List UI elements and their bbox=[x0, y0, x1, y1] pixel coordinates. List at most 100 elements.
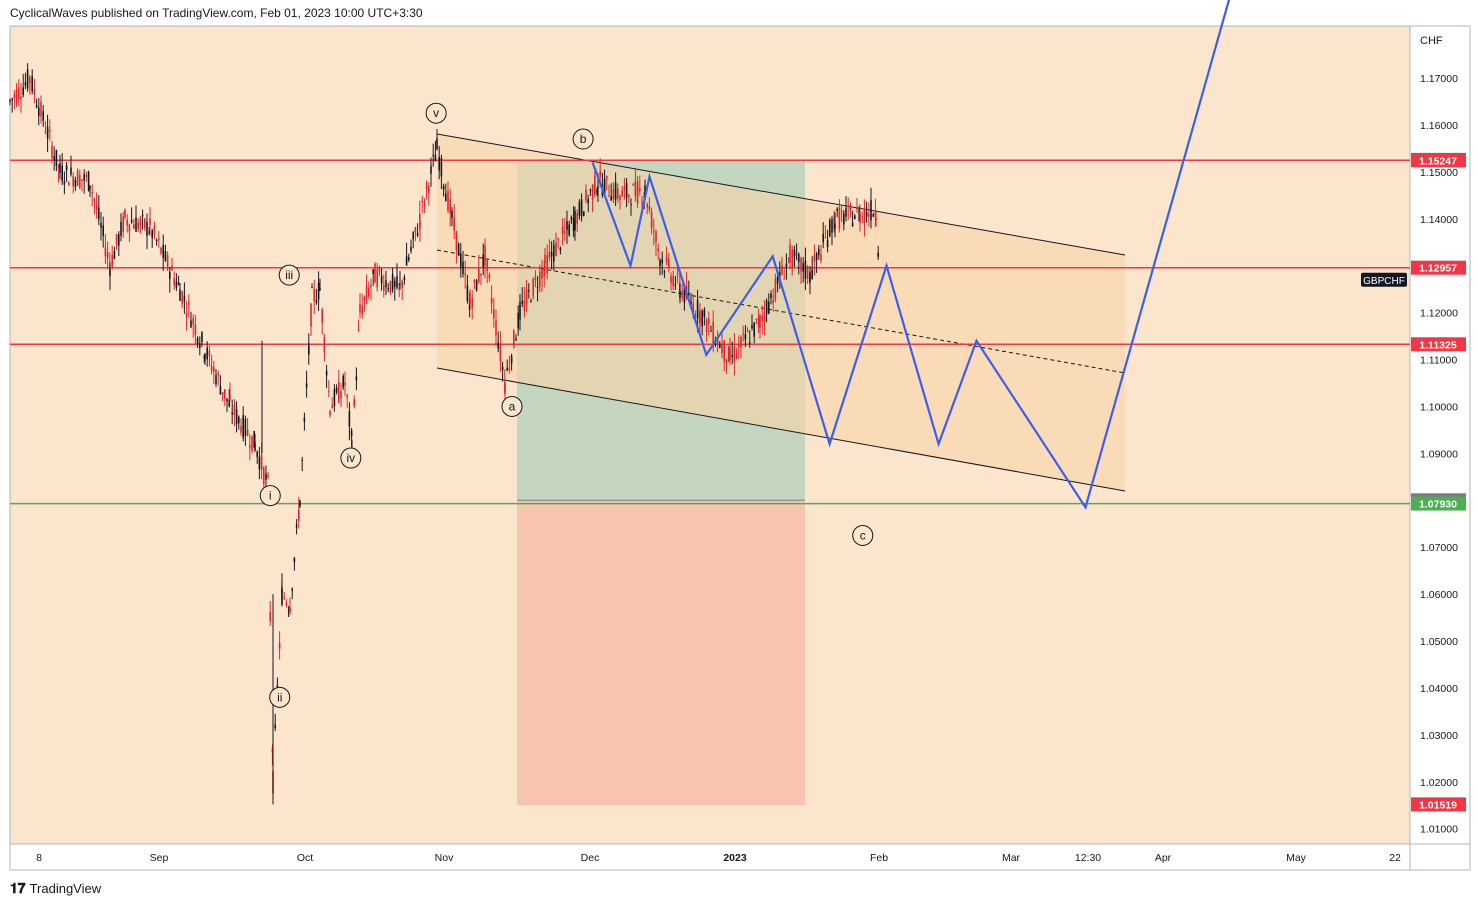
candle-body-9 bbox=[29, 77, 31, 83]
candle-body-277 bbox=[583, 211, 585, 216]
price-badge-bg-2 bbox=[1411, 260, 1466, 275]
candle-body-403 bbox=[847, 205, 849, 208]
candle-body-191 bbox=[403, 277, 406, 281]
candle-body-66 bbox=[148, 231, 150, 234]
candle-body-106 bbox=[231, 412, 233, 415]
candle-body-223 bbox=[469, 294, 471, 305]
candle-body-252 bbox=[530, 301, 532, 303]
candle-body-238 bbox=[501, 366, 504, 371]
candle-body-211 bbox=[445, 193, 447, 202]
candle-body-334 bbox=[701, 310, 703, 327]
candle-body-255 bbox=[536, 287, 539, 289]
candle-body-257 bbox=[541, 269, 543, 279]
candle-body-173 bbox=[365, 286, 368, 299]
candle-body-184 bbox=[389, 280, 392, 293]
footer-brand[interactable]: 𝟏𝟕 TradingView bbox=[10, 880, 101, 897]
candle-body-345 bbox=[725, 359, 728, 364]
y-tick-label-8: 1.09000 bbox=[1420, 448, 1458, 460]
candle-body-45 bbox=[104, 247, 107, 257]
candle-body-378 bbox=[795, 253, 798, 255]
candle-body-159 bbox=[338, 381, 340, 403]
candle-body-372 bbox=[783, 278, 785, 280]
candle-body-142 bbox=[303, 417, 306, 422]
candle-body-410 bbox=[861, 215, 863, 217]
candle-body-15 bbox=[40, 101, 42, 117]
candle-body-283 bbox=[596, 189, 598, 194]
candle-body-29 bbox=[70, 167, 72, 175]
candle-body-31 bbox=[74, 180, 77, 187]
candle-body-38 bbox=[89, 185, 91, 189]
candle-body-390 bbox=[820, 254, 822, 261]
price-badge-bg-6 bbox=[1411, 797, 1466, 812]
x-tick-label-5: 2023 bbox=[723, 852, 747, 864]
candle-body-74 bbox=[164, 250, 167, 261]
candle-body-230 bbox=[484, 245, 486, 266]
y-tick-label-14: 1.03000 bbox=[1420, 730, 1458, 742]
candle-body-244 bbox=[513, 330, 515, 347]
candle-body-308 bbox=[648, 206, 651, 210]
candle-body-343 bbox=[721, 343, 723, 354]
candle-body-160 bbox=[340, 391, 342, 399]
candle-body-41 bbox=[95, 205, 98, 210]
y-tick-label-7: 1.10000 bbox=[1420, 401, 1458, 413]
candle-body-100 bbox=[219, 385, 222, 395]
x-tick-label-4: Dec bbox=[581, 852, 600, 864]
candle-body-167 bbox=[353, 399, 355, 407]
candle-body-365 bbox=[768, 301, 770, 314]
candle-body-321 bbox=[676, 273, 679, 275]
candle-body-317 bbox=[668, 259, 670, 268]
candle-body-340 bbox=[714, 343, 717, 346]
candle-body-398 bbox=[836, 208, 838, 211]
wave-label-circle-3 bbox=[340, 447, 362, 469]
candle-body-88 bbox=[194, 324, 197, 336]
candle-body-271 bbox=[570, 216, 573, 220]
candle-body-357 bbox=[751, 325, 753, 329]
candle-body-172 bbox=[363, 296, 366, 301]
candle-body-40 bbox=[93, 199, 96, 202]
candle-body-50 bbox=[113, 251, 116, 259]
candle-body-33 bbox=[79, 175, 81, 188]
candle-body-202 bbox=[425, 182, 428, 189]
candle-body-400 bbox=[840, 211, 843, 213]
candle-body-155 bbox=[329, 411, 331, 416]
candle-body-146 bbox=[311, 287, 313, 289]
candle-body-264 bbox=[555, 242, 557, 257]
candle-body-415 bbox=[872, 214, 874, 217]
candle-body-350 bbox=[735, 353, 738, 359]
candle-body-258 bbox=[543, 267, 545, 277]
candle-body-356 bbox=[749, 342, 751, 344]
candle-body-129 bbox=[278, 642, 281, 649]
candle-body-19 bbox=[49, 129, 51, 132]
candle-body-309 bbox=[650, 212, 653, 229]
candle-body-26 bbox=[63, 181, 66, 185]
candle-body-187 bbox=[396, 276, 398, 288]
currency-label: CHF bbox=[1420, 35, 1443, 47]
candle-body-82 bbox=[181, 291, 183, 304]
wave-label-circle-0 bbox=[259, 485, 281, 507]
candle-body-253 bbox=[532, 278, 534, 297]
candle-body-16 bbox=[42, 111, 44, 121]
candle-body-194 bbox=[410, 246, 412, 251]
candle-body-115 bbox=[251, 435, 253, 452]
candle-body-168 bbox=[355, 376, 358, 381]
candle-body-256 bbox=[539, 271, 541, 288]
candle-body-233 bbox=[490, 297, 493, 304]
candle-body-185 bbox=[391, 274, 394, 291]
candle-body-157 bbox=[333, 389, 336, 406]
candle-body-14 bbox=[38, 107, 40, 117]
candle-body-72 bbox=[160, 247, 162, 254]
x-tick-label-2: Oct bbox=[297, 852, 313, 864]
candle-body-96 bbox=[210, 365, 213, 371]
candle-body-57 bbox=[128, 224, 131, 232]
candle-body-228 bbox=[480, 273, 482, 276]
wave-label-5: a bbox=[509, 399, 516, 413]
candle-body-25 bbox=[61, 165, 63, 182]
candle-body-131 bbox=[281, 587, 283, 605]
wave-label-7: c bbox=[860, 528, 866, 542]
candle-body-67 bbox=[149, 218, 151, 226]
candle-body-217 bbox=[457, 243, 460, 256]
candle-body-304 bbox=[641, 201, 643, 203]
candle-body-266 bbox=[559, 248, 562, 251]
candle-body-212 bbox=[447, 190, 449, 211]
